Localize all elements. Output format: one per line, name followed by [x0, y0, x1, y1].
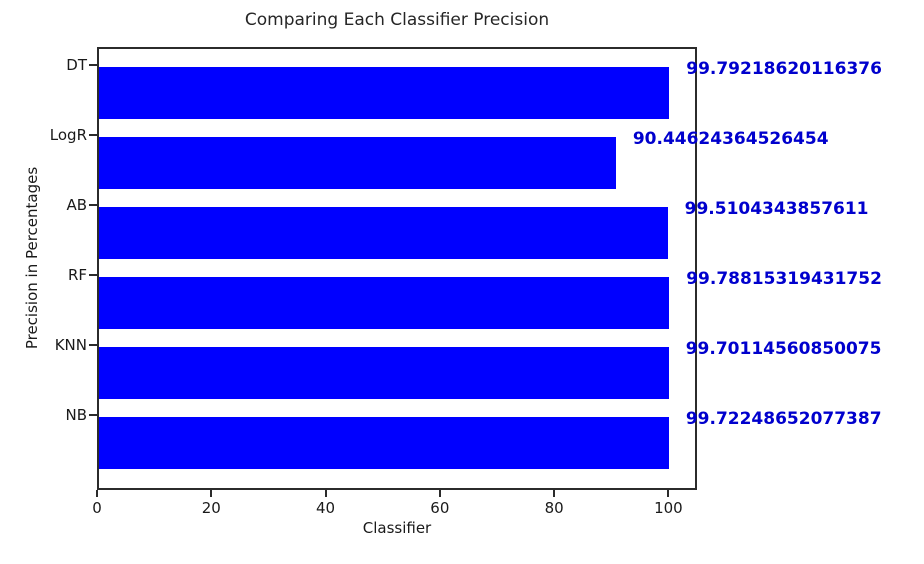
x-tick-mark — [438, 490, 441, 497]
bar-value-label: 99.72248652077387 — [685, 409, 882, 429]
bar-nb — [99, 417, 669, 469]
bar-value-label: 99.79218620116376 — [686, 59, 882, 79]
x-axis-label: Classifier — [362, 519, 432, 537]
x-tick-mark — [324, 490, 327, 497]
x-tick-label-80: 80 — [544, 499, 564, 517]
chart-title: Comparing Each Classifier Precision — [244, 10, 550, 30]
bar-value-label: 99.78815319431752 — [686, 269, 882, 289]
x-tick-mark — [553, 490, 556, 497]
y-tick-mark — [89, 134, 97, 136]
y-tick-mark — [89, 414, 97, 416]
y-tick-label-rf: RF — [67, 266, 87, 284]
bar-knn — [99, 347, 669, 399]
bar-ab — [99, 207, 668, 259]
y-tick-label-logr: LogR — [49, 126, 87, 144]
x-tick-label-40: 40 — [316, 499, 336, 517]
y-tick-label-knn: KNN — [54, 336, 87, 354]
plot-area: 99.79218620116376 90.44624364526454 99.510… — [97, 47, 882, 490]
x-tick-label-20: 20 — [201, 499, 221, 517]
x-tick-label-60: 60 — [430, 499, 450, 517]
y-tick-label-nb: NB — [65, 406, 87, 424]
y-tick-mark — [89, 204, 97, 206]
bar-value-label: 99.5104343857611 — [684, 199, 869, 219]
bar-rf — [99, 277, 670, 329]
bar-value-label: 90.44624364526454 — [632, 129, 829, 149]
x-tick-label-100: 100 — [654, 499, 683, 517]
bar-logr — [99, 137, 616, 189]
x-tick-label-0: 0 — [92, 499, 102, 517]
bar-dt — [99, 67, 670, 119]
y-axis-label: Precision in Percentages — [23, 166, 41, 350]
y-tick-mark — [89, 64, 97, 66]
x-tick-mark — [667, 490, 670, 497]
x-tick-mark — [210, 490, 213, 497]
bar-value-label: 99.70114560850075 — [685, 339, 882, 359]
y-tick-mark — [89, 274, 97, 276]
x-tick-mark — [96, 490, 98, 497]
y-tick-label-ab: AB — [66, 196, 87, 214]
y-tick-label-dt: DT — [66, 56, 87, 74]
y-tick-mark — [89, 344, 97, 346]
